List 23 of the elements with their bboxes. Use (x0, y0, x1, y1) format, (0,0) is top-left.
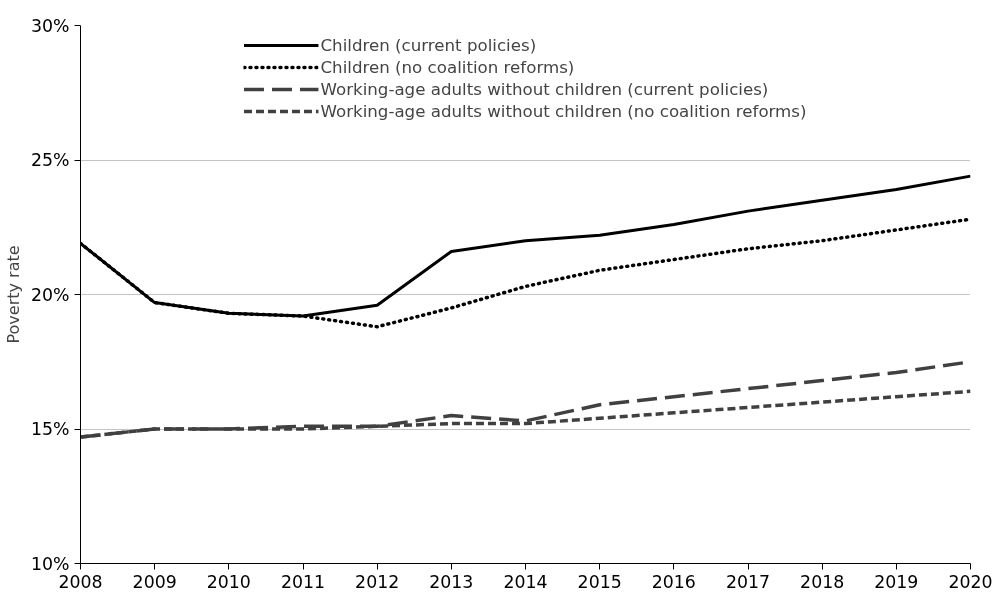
x-tick-label: 2010 (206, 571, 251, 592)
x-tick-label: 2015 (577, 571, 622, 592)
x-tick-label: 2013 (429, 571, 474, 592)
x-tick-label: 2009 (132, 571, 177, 592)
y-tick-label: 10% (30, 553, 70, 574)
x-tick-label: 2012 (355, 571, 400, 592)
x-tick-label: 2017 (725, 571, 771, 592)
legend-label: Working-age adults without children (current policies) (320, 79, 769, 99)
y-axis-title: Poverty rate (3, 245, 23, 344)
y-tick-label: 20% (30, 284, 70, 305)
x-tick-label: 2019 (874, 571, 919, 592)
y-tick-label: 30% (30, 15, 70, 36)
x-tick-label: 2018 (800, 571, 845, 592)
y-tick-label: 25% (30, 150, 70, 170)
legend-label: Working-age adults without children (no coalition reforms) (320, 101, 807, 121)
x-tick-label: 2008 (58, 571, 103, 592)
x-tick-label: 2020 (948, 571, 993, 592)
x-tick-label: 2011 (280, 571, 326, 592)
legend-label: Children (no coalition reforms) (320, 57, 575, 77)
y-tick-label: 15% (30, 419, 70, 439)
x-tick-label: 2016 (651, 571, 696, 592)
x-tick-label: 2014 (503, 571, 548, 592)
legend-label: Children (current policies) (320, 35, 537, 55)
